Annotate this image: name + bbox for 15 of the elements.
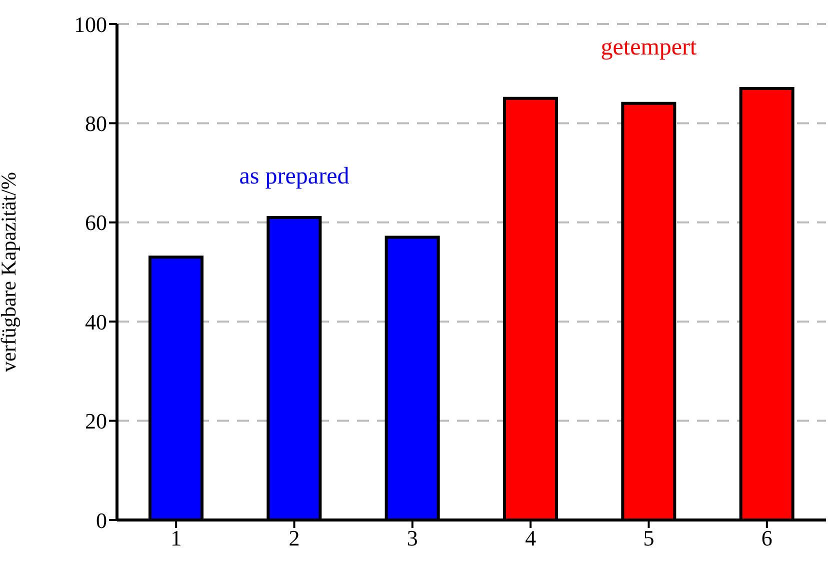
x-tick-label: 2	[288, 526, 300, 551]
y-tick-label: 20	[85, 408, 107, 434]
x-tick-label: 4	[525, 526, 536, 551]
y-tick-label: 40	[85, 309, 107, 334]
y-tick-label: 0	[96, 508, 107, 533]
annotation: as prepared	[239, 163, 350, 190]
x-tick-label: 6	[761, 526, 772, 551]
y-tick-label: 100	[74, 12, 107, 37]
annotation: getempert	[600, 34, 698, 60]
x-tick-label: 1	[170, 526, 182, 551]
y-axis-title: verfügbare Kapazität/%	[0, 172, 20, 372]
x-tick-label: 3	[406, 526, 418, 551]
y-tick-label: 80	[85, 111, 107, 136]
x-tick-label: 5	[643, 526, 654, 551]
y-tick-label: 60	[85, 210, 107, 236]
